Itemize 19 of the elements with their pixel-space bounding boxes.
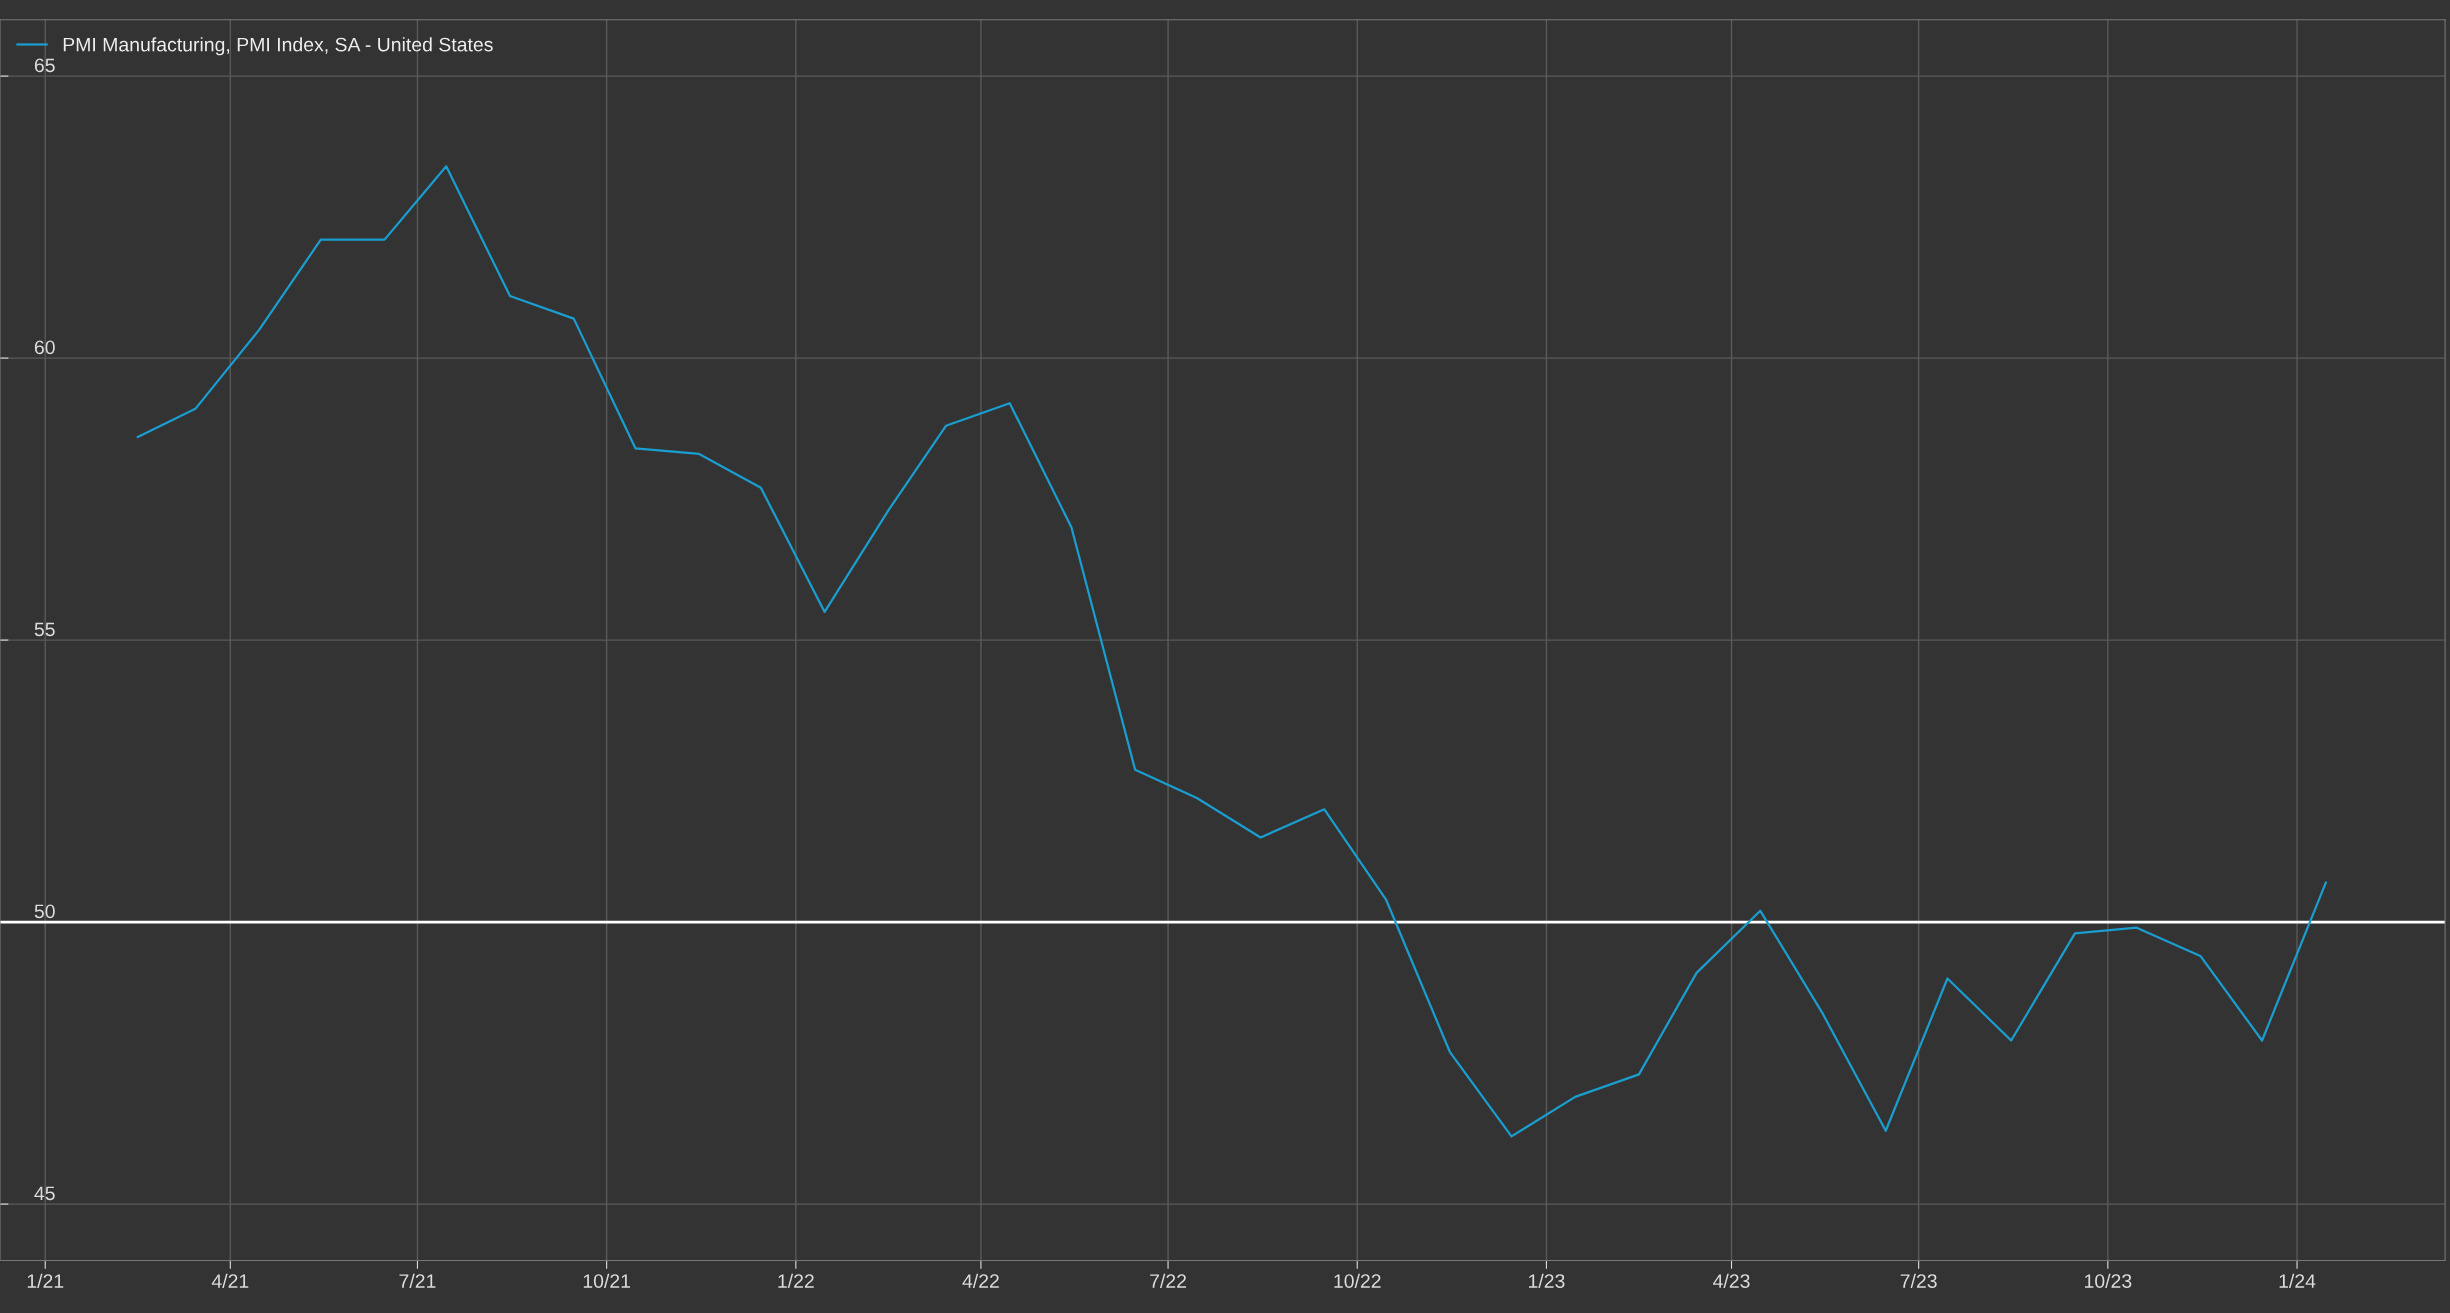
- x-tick-label: 4/21: [211, 1273, 249, 1288]
- x-tick-label: 10/21: [583, 1273, 631, 1288]
- legend-label: PMI Manufacturing, PMI Index, SA - United States: [63, 37, 493, 56]
- y-tick-label: 60: [34, 340, 55, 355]
- x-tick-label: 4/23: [1713, 1273, 1750, 1288]
- x-tick-label: 7/23: [1900, 1273, 1937, 1288]
- y-tick-label: 50: [34, 904, 55, 919]
- x-tick-label: 1/23: [1529, 1273, 1565, 1288]
- y-tick-label: 65: [34, 58, 55, 73]
- x-tick-label: 10/23: [2085, 1273, 2132, 1288]
- x-tick-label: 1/22: [778, 1273, 814, 1288]
- y-tick-label: 55: [34, 622, 55, 637]
- x-tick-label: 7/22: [1150, 1273, 1186, 1288]
- x-tick-label: 7/21: [399, 1273, 436, 1288]
- x-tick-label: 1/24: [2279, 1273, 2316, 1288]
- x-tick-label: 4/22: [962, 1273, 999, 1288]
- x-tick-label: 1/21: [27, 1273, 64, 1288]
- y-tick-label: 45: [34, 1186, 55, 1201]
- x-tick-label: 10/22: [1334, 1273, 1381, 1288]
